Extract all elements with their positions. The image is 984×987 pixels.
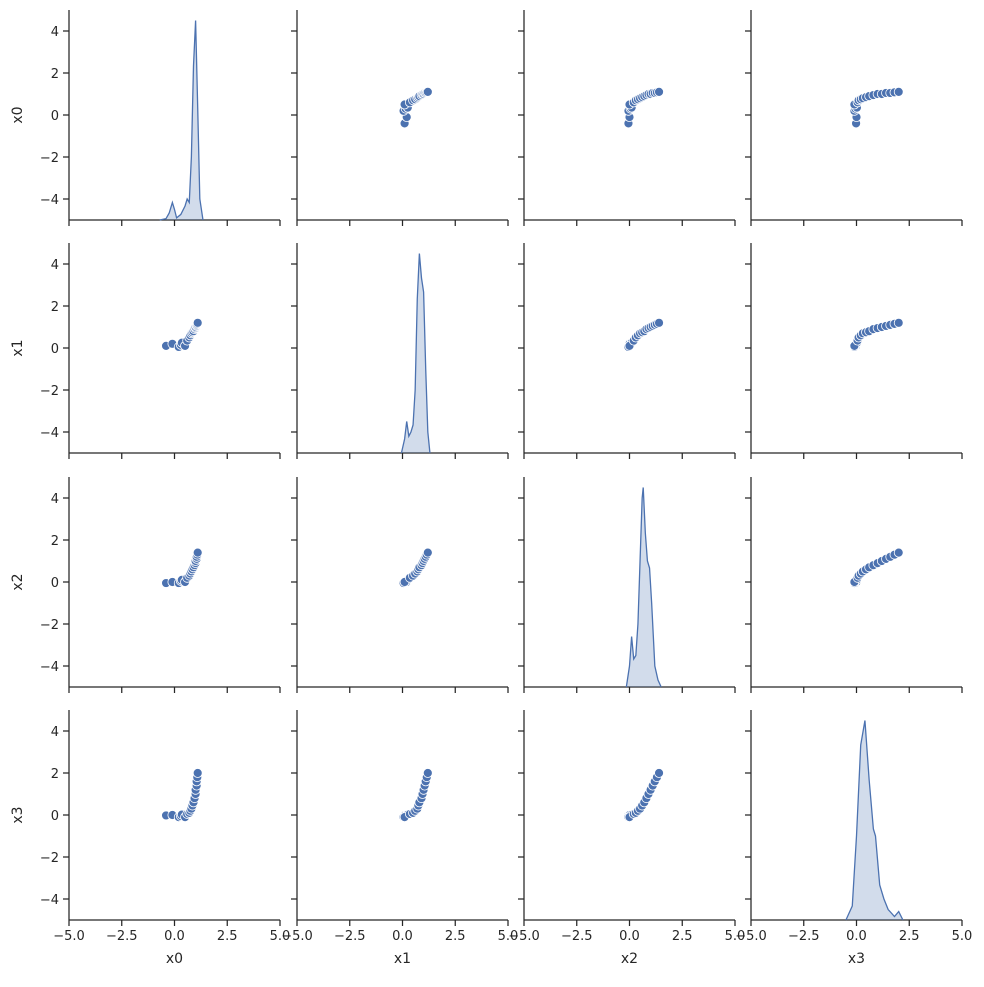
x-tick-label: −5.0 xyxy=(53,929,85,944)
y-tick-label: −2 xyxy=(40,384,59,399)
y-tick-label: −2 xyxy=(40,851,59,866)
kde-curve xyxy=(159,20,204,221)
scatter-point xyxy=(893,317,904,328)
x-tick-label: 2.5 xyxy=(445,929,466,944)
x-tick-label: 5.0 xyxy=(725,929,746,944)
y-tick-label: 4 xyxy=(51,492,59,507)
x-tick-label: 0.0 xyxy=(619,929,640,944)
scatter-point xyxy=(422,768,433,778)
y-axis-label: x3 xyxy=(10,806,26,823)
y-tick-label: 0 xyxy=(51,809,59,824)
y-tick-label: 2 xyxy=(51,300,59,315)
x-tick-label: 0.0 xyxy=(392,929,413,944)
y-tick-label: 4 xyxy=(51,258,59,273)
y-axis-label: x1 xyxy=(10,339,26,356)
x-tick-label: 2.5 xyxy=(899,929,920,944)
y-tick-label: 4 xyxy=(51,25,59,40)
y-tick-label: 0 xyxy=(51,342,59,357)
kde-curve xyxy=(845,720,904,921)
x-axis-label: x0 xyxy=(166,951,183,967)
x-axis-label: x2 xyxy=(621,951,638,967)
kde-curve xyxy=(625,487,662,688)
x-tick-label: 0.0 xyxy=(846,929,867,944)
y-tick-label: 2 xyxy=(51,767,59,782)
scatter-point xyxy=(422,87,433,97)
x-tick-label: −5.0 xyxy=(281,929,313,944)
y-tick-label: 0 xyxy=(51,576,59,591)
x-tick-label: −2.5 xyxy=(106,929,138,944)
y-tick-label: 2 xyxy=(51,67,59,82)
x-tick-label: −2.5 xyxy=(561,929,593,944)
scatter-point xyxy=(654,317,664,328)
y-axis-label: x2 xyxy=(10,573,26,590)
x-tick-label: 5.0 xyxy=(952,929,973,944)
scatter-point xyxy=(192,317,203,328)
kde-curve xyxy=(400,253,431,454)
y-tick-label: −4 xyxy=(40,426,59,441)
scatter-point xyxy=(893,547,904,558)
x-axis-label: x1 xyxy=(394,951,411,967)
y-tick-label: −4 xyxy=(40,660,59,675)
x-tick-label: −2.5 xyxy=(788,929,820,944)
y-tick-label: 4 xyxy=(51,725,59,740)
y-tick-label: −4 xyxy=(40,893,59,908)
x-axis-label: x3 xyxy=(848,951,865,967)
y-axis-label: x0 xyxy=(10,106,26,123)
x-tick-label: −2.5 xyxy=(334,929,366,944)
y-tick-label: −4 xyxy=(40,193,59,208)
scatter-point xyxy=(654,87,664,97)
y-tick-label: 2 xyxy=(51,534,59,549)
x-tick-label: −5.0 xyxy=(735,929,767,944)
scatter-point xyxy=(422,547,433,558)
x-tick-label: −5.0 xyxy=(508,929,540,944)
scatter-point xyxy=(654,768,664,778)
x-tick-label: 5.0 xyxy=(498,929,519,944)
x-tick-label: 2.5 xyxy=(672,929,693,944)
x-tick-label: 2.5 xyxy=(217,929,238,944)
y-tick-label: 0 xyxy=(51,109,59,124)
scatter-point xyxy=(893,87,904,97)
scatter-point xyxy=(192,768,203,778)
x-tick-label: 0.0 xyxy=(164,929,185,944)
scatter-point xyxy=(192,547,203,558)
y-tick-label: −2 xyxy=(40,618,59,633)
y-tick-label: −2 xyxy=(40,151,59,166)
x-tick-label: 5.0 xyxy=(270,929,291,944)
